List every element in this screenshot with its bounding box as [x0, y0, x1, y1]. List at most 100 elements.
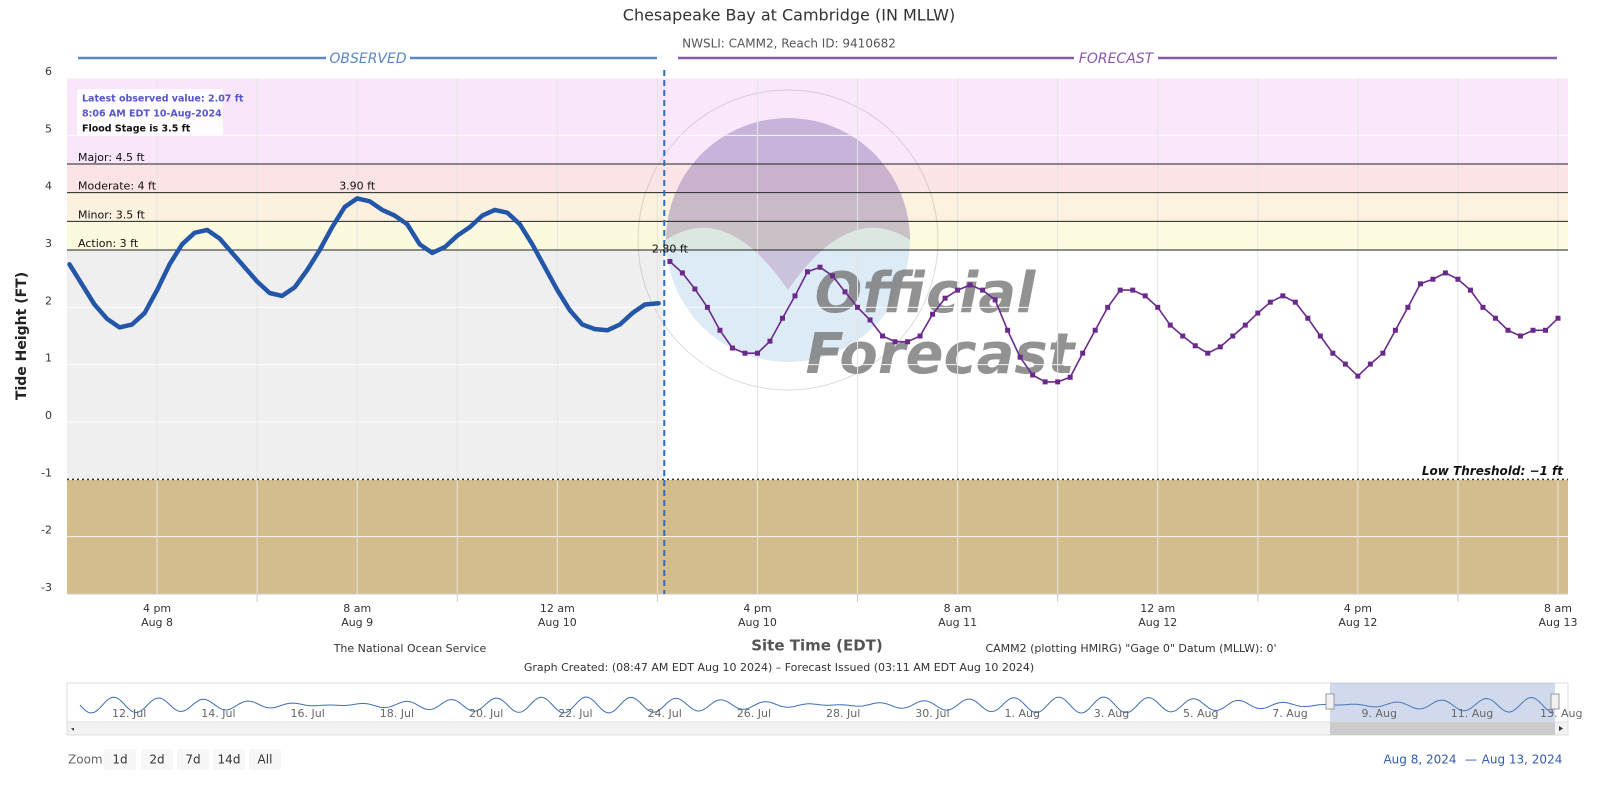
navigator-label: 24. Jul — [648, 707, 682, 720]
navigator-mask — [1330, 683, 1555, 722]
navigator-label: 11. Aug — [1451, 707, 1493, 720]
point — [679, 270, 685, 276]
navigator-handle — [1325, 693, 1335, 710]
stage-band — [67, 164, 1568, 193]
y-tick-label: 1 — [45, 352, 52, 365]
point — [892, 339, 898, 345]
navigator-handle — [1550, 693, 1560, 710]
zoom-button[interactable] — [249, 749, 281, 770]
navigator-label: 20. Jul — [469, 707, 503, 720]
source: The National Ocean Service — [333, 642, 487, 655]
navigator-label: 18. Jul — [380, 707, 414, 720]
point — [1292, 299, 1298, 305]
point — [992, 297, 998, 303]
point — [1330, 350, 1336, 356]
range-text: Aug 8, 2024 — [1383, 753, 1456, 767]
x-tick-label: 8 am — [343, 602, 371, 615]
zoom-button-label[interactable]: 7d — [185, 753, 200, 767]
scrollbar — [66, 721, 1569, 736]
point — [955, 287, 961, 293]
point — [1342, 361, 1348, 367]
info-box — [77, 89, 223, 136]
stage-label: Minor: 3.5 ft — [78, 208, 145, 221]
stage-label: Moderate: 4 ft — [78, 180, 157, 193]
x-tick-label: 4 pm — [1344, 602, 1372, 615]
point — [1467, 287, 1473, 293]
y-tick-label: -2 — [41, 524, 52, 537]
point — [1305, 315, 1311, 321]
point — [1217, 344, 1223, 350]
point — [1117, 287, 1123, 293]
y-axis-label: Tide Height (FT) — [14, 272, 30, 400]
point — [1092, 327, 1098, 333]
x-tick-label: Aug 10 — [738, 616, 777, 629]
point — [842, 289, 848, 295]
point — [792, 293, 798, 299]
point — [1380, 350, 1386, 356]
point — [704, 304, 710, 310]
point — [1455, 276, 1461, 282]
forecast-label-bg — [1074, 50, 1158, 66]
point — [855, 304, 861, 310]
watermark-text: Official — [815, 261, 1036, 326]
zoom-button-label[interactable]: 1d — [112, 753, 127, 767]
navigator-label: 7. Aug — [1272, 707, 1307, 720]
point — [742, 350, 748, 356]
y-tick-label: 3 — [45, 237, 52, 250]
navigator-line — [79, 696, 1555, 714]
x-tick-label: Aug 13 — [1539, 616, 1578, 629]
logo-ring — [637, 89, 939, 391]
point — [692, 286, 698, 292]
x-tick-label: Aug 12 — [1138, 616, 1177, 629]
scrollbar-thumb — [1330, 722, 1555, 735]
point — [980, 287, 986, 293]
point — [967, 282, 973, 288]
forecast-label: FORECAST — [1079, 51, 1155, 67]
x-tick-label: 8 am — [1544, 602, 1572, 615]
created: Graph Created: (08:47 AM EDT Aug 10 2024… — [524, 661, 1034, 674]
zoom-button-label[interactable]: 14d — [218, 753, 241, 767]
zoom-button[interactable] — [177, 749, 209, 770]
point — [754, 350, 760, 356]
low-threshold-label: Low Threshold: −1 ft — [1422, 464, 1564, 478]
point — [942, 295, 948, 301]
series-line — [67, 196, 661, 333]
datum: CAMM2 (plotting HMIRG) "Gage 0" Datum (M… — [985, 642, 1276, 655]
x-tick-label: Aug 8 — [141, 616, 173, 629]
point — [1130, 287, 1136, 293]
point — [1480, 304, 1486, 310]
point — [1267, 299, 1273, 305]
zoom-button-label[interactable]: All — [258, 753, 273, 767]
navigator-label: 22. Jul — [558, 707, 592, 720]
y-tick-label: 6 — [45, 65, 52, 78]
navigator-label: 16. Jul — [291, 707, 325, 720]
point — [1555, 315, 1561, 321]
x-tick-label: 4 pm — [743, 602, 771, 615]
point — [917, 333, 923, 339]
point — [1517, 333, 1523, 339]
point — [1355, 373, 1361, 379]
point — [817, 264, 823, 270]
point — [1030, 372, 1036, 378]
zoom-button[interactable] — [141, 749, 173, 770]
zoom-button[interactable] — [213, 749, 245, 770]
point — [779, 315, 785, 321]
x-tick-label: Aug 9 — [341, 616, 373, 629]
x-axis-label: Site Time (EDT) — [751, 637, 883, 655]
point — [1080, 350, 1086, 356]
chart-title: Chesapeake Bay at Cambridge (IN MLLW) — [623, 6, 955, 25]
point — [830, 273, 836, 279]
navigator-label: 3. Aug — [1094, 707, 1129, 720]
scroll-right — [1559, 726, 1563, 731]
point — [1542, 327, 1548, 333]
point — [1017, 354, 1023, 360]
x-tick-label: Aug 10 — [538, 616, 577, 629]
navigator-label: 5. Aug — [1183, 707, 1218, 720]
info-text: 8:06 AM EDT 10-Aug-2024 — [82, 109, 222, 120]
point — [729, 345, 735, 351]
point — [1317, 333, 1323, 339]
point — [1392, 327, 1398, 333]
zoom-button-label[interactable]: 2d — [149, 753, 164, 767]
point — [804, 269, 810, 275]
zoom-button[interactable] — [104, 749, 136, 770]
